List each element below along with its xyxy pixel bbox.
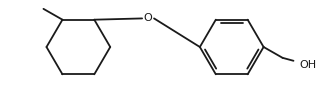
Text: O: O [144,13,152,23]
Text: OH: OH [300,60,317,70]
